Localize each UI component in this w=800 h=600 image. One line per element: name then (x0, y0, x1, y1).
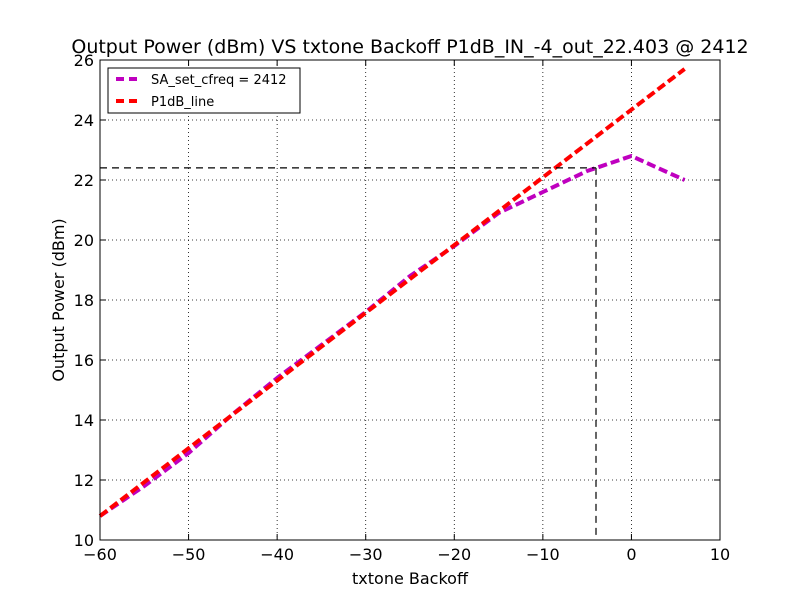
x-axis-label: txtone Backoff (352, 569, 469, 588)
legend-label-sa-set-cfreq: SA_set_cfreq = 2412 (151, 73, 287, 88)
y-tick-label: 18 (74, 291, 94, 310)
series-lines (98, 67, 686, 518)
chart-title: Output Power (dBm) VS txtone Backoff P1d… (71, 36, 748, 58)
p1db-marker-lines (100, 167, 597, 540)
x-tick-label: −10 (526, 545, 560, 564)
y-tick-label: 12 (74, 471, 94, 490)
p1db-line (98, 67, 686, 518)
sa-set-cfreq-line (98, 154, 686, 518)
legend: SA_set_cfreq = 2412 P1dB_line (107, 67, 301, 114)
x-tick-label: 10 (710, 545, 730, 564)
y-tick-label: 20 (74, 231, 94, 250)
x-tick-label: −50 (172, 545, 206, 564)
x-tick-label: −20 (437, 545, 471, 564)
x-tick-label: −30 (349, 545, 383, 564)
legend-box (107, 67, 301, 114)
y-tick-label: 10 (74, 531, 94, 550)
y-tick-label: 14 (74, 411, 94, 430)
x-tick-label: 0 (626, 545, 636, 564)
y-tick-label: 22 (74, 171, 94, 190)
y-tick-label: 24 (74, 111, 94, 130)
x-tick-label: −40 (260, 545, 294, 564)
y-tick-label: 26 (74, 51, 94, 70)
legend-label-p1db-line: P1dB_line (151, 95, 214, 110)
grid (100, 60, 720, 540)
y-axis-label: Output Power (dBm) (49, 218, 68, 381)
x-tick-label: −60 (83, 545, 117, 564)
y-tick-label: 16 (74, 351, 94, 370)
axis-ticks: −60 −50 −40 −30 −20 −10 0 10 10 12 14 16 18 20 22 24 26 (74, 51, 731, 564)
